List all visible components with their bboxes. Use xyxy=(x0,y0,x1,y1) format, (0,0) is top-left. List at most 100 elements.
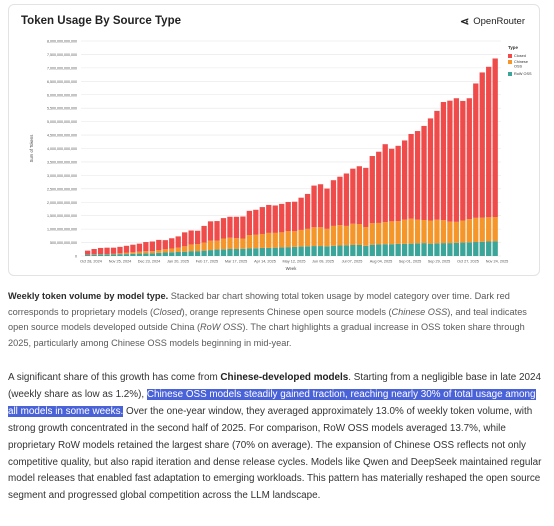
bar-row-oss xyxy=(460,242,466,256)
bar-closed xyxy=(240,216,246,239)
brand[interactable]: ⋖ OpenRouter xyxy=(460,15,525,28)
bar-chinese-oss xyxy=(123,252,130,255)
bar-chinese-oss xyxy=(492,217,498,242)
bar-closed xyxy=(97,247,104,255)
bar-row-oss xyxy=(350,244,356,256)
bar-row-oss xyxy=(136,253,143,256)
bar-closed xyxy=(259,207,265,234)
bar-chinese-oss xyxy=(156,250,162,253)
bar-chinese-oss xyxy=(486,217,492,242)
caption-chinese-oss: Chinese OSS xyxy=(391,306,448,317)
bar-chinese-oss xyxy=(466,219,472,243)
bar-closed xyxy=(317,184,324,228)
bar-closed xyxy=(363,167,369,227)
bar-closed xyxy=(492,58,498,218)
bar-row-oss xyxy=(317,246,324,256)
legend-swatch xyxy=(508,54,512,58)
bar-chinese-oss xyxy=(440,220,447,244)
bar-chinese-oss xyxy=(414,219,421,244)
bar-chinese-oss xyxy=(395,221,401,244)
bar-chinese-oss xyxy=(363,226,369,246)
bar-closed xyxy=(298,197,304,230)
bar-closed xyxy=(110,247,117,254)
bar-row-oss xyxy=(169,252,175,256)
legend-title: Type xyxy=(508,45,518,50)
bar-closed xyxy=(330,180,337,226)
bar-row-oss xyxy=(382,244,388,256)
caption-text: Stacked bar chart showing total token us… xyxy=(8,291,510,317)
y-tick-label: 0 xyxy=(75,255,77,259)
bar-chinese-oss xyxy=(453,221,460,243)
bar-closed xyxy=(130,244,136,253)
bar-chinese-oss xyxy=(220,238,227,250)
bar-chinese-oss xyxy=(266,232,272,248)
bar-closed xyxy=(304,193,311,229)
bar-row-oss xyxy=(220,249,227,256)
bar-chinese-oss xyxy=(233,238,240,250)
bar-closed xyxy=(207,221,214,241)
bar-closed xyxy=(473,83,479,218)
caption-text: ), orange represents Chinese open source… xyxy=(181,306,392,317)
x-tick-label: Nov 25, 2024 xyxy=(109,260,132,264)
bar-closed xyxy=(85,250,91,255)
bar-row-oss xyxy=(259,247,265,256)
bar-chinese-oss xyxy=(460,220,466,243)
para-text: A significant share of this growth has c… xyxy=(8,372,221,383)
bar-row-oss xyxy=(337,245,343,256)
caption-text: ). The chart highlights a gradual increa… xyxy=(8,322,525,348)
bar-closed xyxy=(182,232,188,247)
bar-chinese-oss xyxy=(369,223,375,245)
y-tick-label: 500,000,000,000 xyxy=(50,241,77,245)
body-paragraph: A significant share of this growth has c… xyxy=(8,370,543,505)
bar-row-oss xyxy=(466,242,472,256)
bar-row-oss xyxy=(414,243,421,256)
bar-row-oss xyxy=(227,249,233,256)
bar-chinese-oss xyxy=(162,249,168,253)
bar-closed xyxy=(337,176,343,226)
stacked-bar-chart: 0 500,000,000,000 1,000,000,000,000 1,500,0… xyxy=(29,40,532,272)
chart-card: Token Usage By Source Type ⋖ OpenRouter … xyxy=(8,4,540,276)
openrouter-logo-icon: ⋖ xyxy=(460,16,470,28)
bar-chinese-oss xyxy=(317,227,324,247)
bar-closed xyxy=(143,242,149,252)
bar-closed xyxy=(324,188,330,229)
bar-chinese-oss xyxy=(382,222,388,245)
bar-closed xyxy=(201,225,207,243)
x-tick-label: Sep 29, 2025 xyxy=(428,260,451,264)
bar-closed xyxy=(356,166,362,225)
y-tick-label: 8,000,000,000,000 xyxy=(47,40,77,44)
bar-row-oss xyxy=(182,251,188,256)
bar-chinese-oss xyxy=(427,220,434,244)
bar-chinese-oss xyxy=(473,217,479,243)
bar-closed xyxy=(253,209,259,235)
x-tick-label: Nov 24, 2025 xyxy=(486,260,509,264)
bar-row-oss xyxy=(453,242,460,256)
y-tick-label: 1,500,000,000,000 xyxy=(47,214,77,218)
bar-row-oss xyxy=(440,243,447,256)
bar-row-oss xyxy=(279,247,285,256)
y-tick-label: 5,500,000,000,000 xyxy=(47,107,77,111)
x-tick-label: Oct 27, 2025 xyxy=(457,260,479,264)
bar-chinese-oss xyxy=(227,237,233,250)
legend-label: OSS xyxy=(514,65,522,69)
bar-closed xyxy=(453,98,460,222)
bar-row-oss xyxy=(266,247,272,256)
bar-chinese-oss xyxy=(311,227,317,247)
bar-row-oss xyxy=(363,245,369,256)
bar-closed xyxy=(421,125,427,220)
x-tick-label: Oct 28, 2024 xyxy=(80,260,102,264)
bar-closed xyxy=(136,243,143,252)
x-tick-label: May 12, 2025 xyxy=(282,260,305,264)
bar-closed xyxy=(479,72,485,218)
para-text: . Starting from a negligible base in lat… xyxy=(8,372,541,400)
bar-closed xyxy=(156,239,162,251)
legend-label: Closed xyxy=(514,54,526,58)
bar-row-oss xyxy=(97,254,104,256)
bar-closed xyxy=(427,118,434,221)
legend-swatch xyxy=(508,72,512,76)
bar-row-oss xyxy=(447,243,453,256)
y-tick-label: 2,500,000,000,000 xyxy=(47,187,77,191)
bar-row-oss xyxy=(408,243,414,256)
x-tick-label: Jun 09, 2025 xyxy=(312,260,334,264)
bar-row-oss xyxy=(175,251,181,256)
